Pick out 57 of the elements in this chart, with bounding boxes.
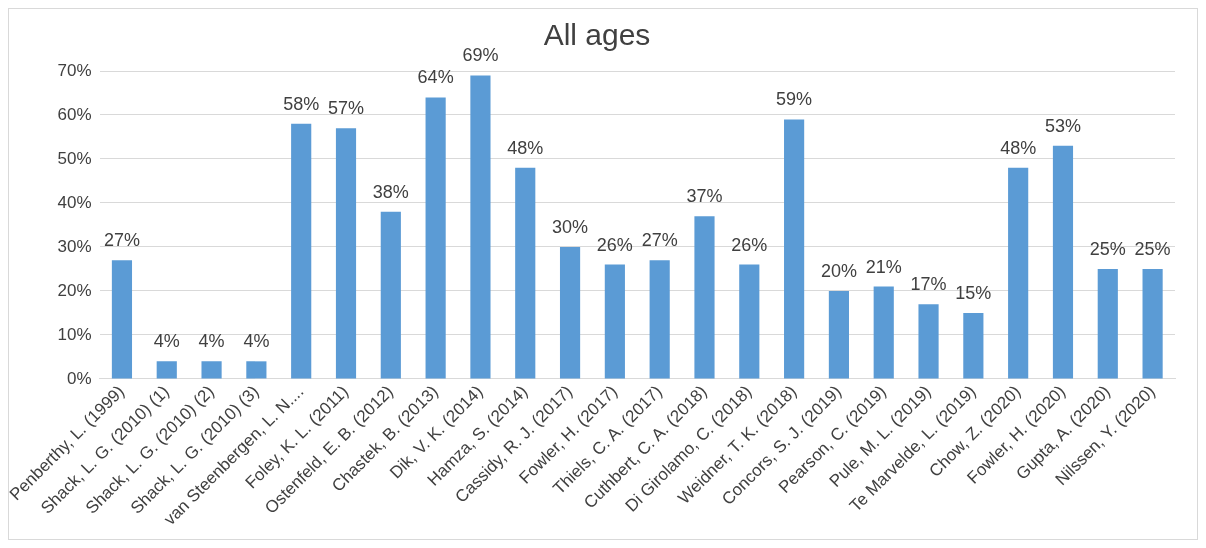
data-label: 17%: [910, 274, 947, 295]
chart-title: All ages: [543, 18, 651, 52]
bar: [559, 246, 581, 379]
bar: [1142, 268, 1163, 379]
bar: [604, 264, 625, 379]
bar: [201, 361, 222, 379]
y-tick-label: 70%: [57, 60, 92, 80]
data-label: 25%: [1089, 238, 1126, 259]
data-label: 20%: [820, 260, 857, 281]
data-label: 30%: [552, 216, 589, 237]
data-label: 53%: [1044, 115, 1081, 136]
data-label: 57%: [327, 98, 365, 119]
data-label: 21%: [865, 256, 902, 277]
data-label: 25%: [1134, 238, 1171, 259]
y-tick-label: 10%: [57, 324, 92, 344]
bar: [828, 290, 849, 379]
bar: [649, 260, 670, 379]
bar: [1008, 167, 1029, 379]
y-tick-label: 30%: [57, 236, 92, 256]
bar: [156, 361, 177, 379]
y-tick-label: 20%: [57, 280, 92, 300]
bar: [694, 216, 715, 379]
data-label: 27%: [641, 230, 678, 251]
data-label: 15%: [955, 282, 992, 303]
data-label: 4%: [153, 331, 180, 352]
data-label: 64%: [417, 67, 454, 88]
bar: [246, 361, 267, 379]
data-label: 27%: [103, 230, 140, 251]
y-tick-label: 50%: [57, 148, 92, 168]
bar: [918, 304, 939, 379]
data-label: 58%: [283, 93, 320, 114]
data-label: 37%: [686, 186, 723, 207]
data-label: 59%: [776, 89, 813, 110]
bar: [380, 211, 401, 379]
bar: [470, 75, 491, 379]
bar: [425, 97, 446, 379]
bar: [335, 128, 357, 379]
bar: [784, 119, 805, 379]
data-label: 48%: [507, 137, 544, 158]
data-label: 4%: [198, 331, 225, 352]
data-label: 26%: [731, 234, 768, 255]
data-label: 4%: [243, 331, 270, 352]
y-tick-label: 40%: [57, 192, 92, 212]
y-tick-label: 60%: [57, 104, 92, 124]
bar: [963, 312, 984, 379]
data-label: 38%: [372, 181, 409, 202]
bar: [1052, 145, 1074, 379]
y-tick-label: 0%: [66, 368, 92, 388]
data-label: 48%: [1000, 137, 1037, 158]
data-label: 26%: [596, 234, 633, 255]
bar: [739, 264, 760, 379]
bar: [1097, 268, 1118, 379]
bar: [111, 260, 133, 379]
bar: [291, 123, 312, 379]
bar: [515, 167, 536, 379]
bar: [873, 286, 894, 379]
data-label: 69%: [462, 45, 499, 66]
